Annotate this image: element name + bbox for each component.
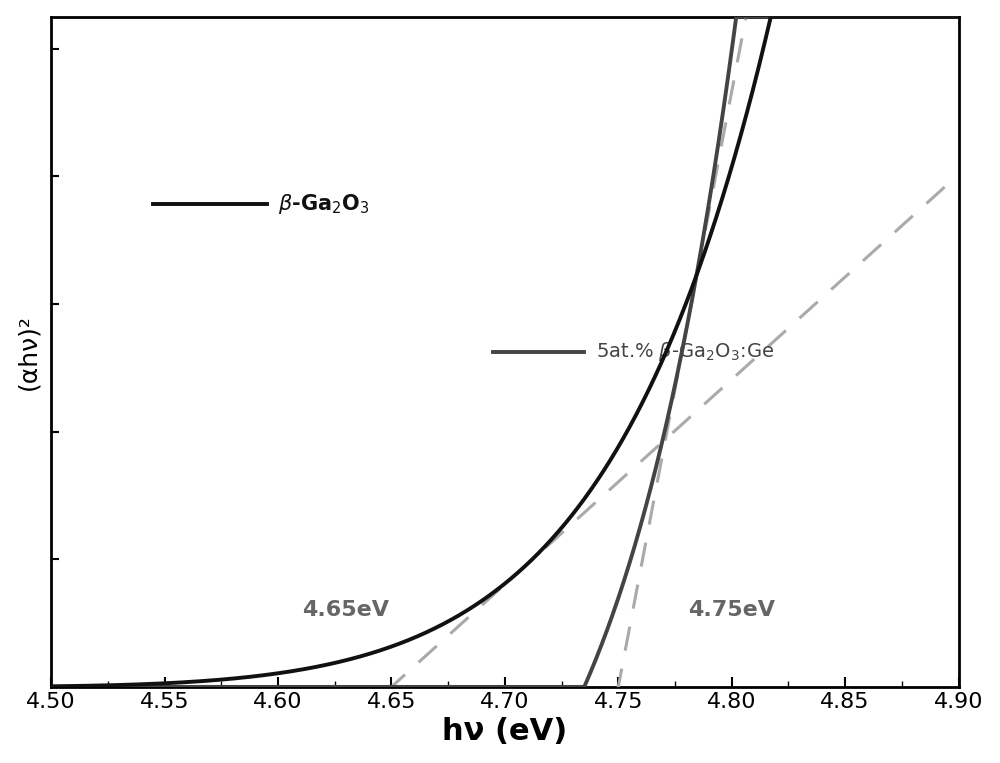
Text: 4.75eV: 4.75eV [688, 600, 775, 620]
Text: 4.65eV: 4.65eV [303, 600, 390, 620]
Text: 5at.% $\beta$-Ga$_2$O$_3$:Ge: 5at.% $\beta$-Ga$_2$O$_3$:Ge [596, 340, 774, 363]
X-axis label: hν (eV): hν (eV) [442, 717, 567, 746]
Text: $\beta$-Ga$_2$O$_3$: $\beta$-Ga$_2$O$_3$ [278, 192, 369, 217]
Y-axis label: (αhν)²: (αhν)² [17, 314, 41, 390]
